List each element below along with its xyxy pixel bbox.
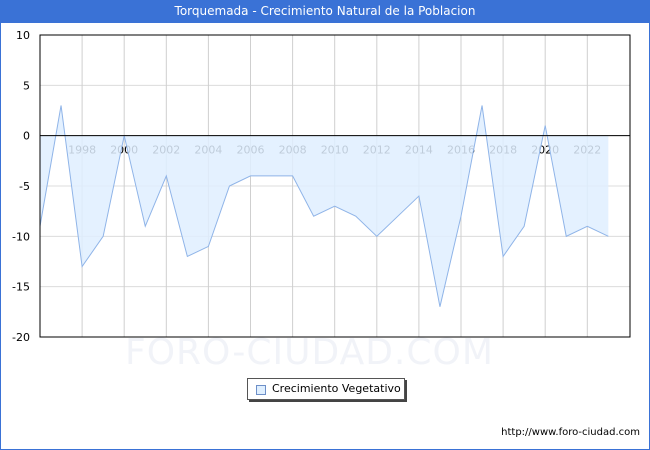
- legend-swatch-icon: [256, 385, 266, 395]
- area-fill: [40, 105, 609, 307]
- data-line: [39, 105, 609, 307]
- source-url[interactable]: http://www.foro-ciudad.com: [501, 427, 640, 438]
- y-tick-label: -5: [19, 180, 30, 193]
- legend: Crecimiento Vegetativo: [247, 378, 405, 400]
- watermark: FORO-CIUDAD.COM: [125, 332, 494, 373]
- y-tick-label: 10: [16, 29, 30, 42]
- legend-label: Crecimiento Vegetativo: [272, 382, 401, 395]
- y-tick-label: 5: [23, 79, 30, 92]
- y-tick-label: -20: [12, 331, 30, 344]
- y-tick-label: 0: [23, 130, 30, 143]
- chart-title: Torquemada - Crecimiento Natural de la P…: [0, 0, 650, 23]
- y-tick-label: -10: [12, 230, 30, 243]
- plot-border: [39, 34, 631, 338]
- y-tick-label: -15: [12, 281, 30, 294]
